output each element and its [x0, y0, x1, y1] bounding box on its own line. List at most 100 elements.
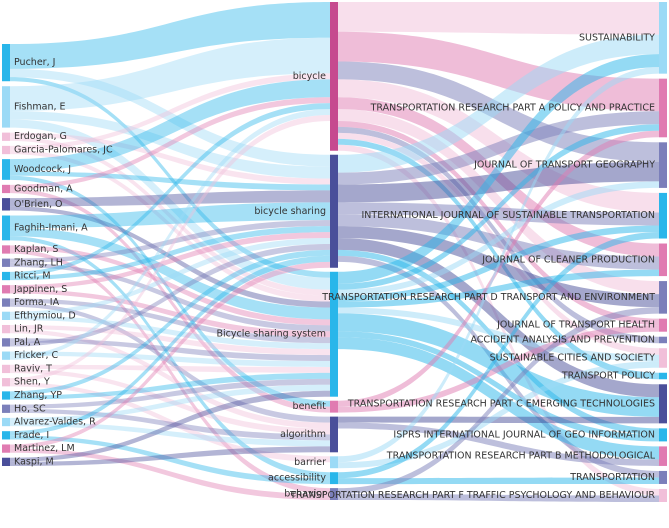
- author-keyword-flow: [10, 97, 330, 189]
- keyword-journal-flow: [338, 202, 659, 226]
- keyword-node-bar: [330, 472, 338, 485]
- author-keyword-flow: [10, 220, 330, 263]
- author-node-bar: [2, 86, 10, 128]
- author-label: Frade, I: [14, 430, 49, 441]
- journal-label: JOURNAL OF TRANSPORT GEOGRAPHY: [473, 160, 655, 171]
- author-keyword-flow: [10, 226, 330, 281]
- keyword-journal-flow: [338, 422, 659, 466]
- author-node-bar: [2, 457, 10, 466]
- journal-node-bar: [659, 348, 667, 368]
- author-node-bar: [2, 271, 10, 281]
- journal-label: TRANSPORTATION RESEARCH PART D TRANSPORT…: [321, 292, 655, 303]
- keyword-journal-flow: [338, 494, 659, 502]
- keyword-journal-flow: [338, 2, 659, 35]
- author-keyword-flow: [10, 382, 330, 463]
- keyword-journal-flow: [338, 331, 659, 442]
- author-keyword-flow: [10, 171, 330, 191]
- author-keyword-flow: [10, 302, 330, 423]
- author-label: Garcia-Palomares, JC: [14, 145, 113, 156]
- keyword-journal-flow: [338, 313, 659, 417]
- keyword-journal-flow: [338, 67, 659, 463]
- author-keyword-flow: [10, 364, 330, 373]
- author-keyword-flow: [10, 236, 330, 479]
- keyword-journal-flow: [338, 138, 659, 380]
- journal-node-bar: [659, 384, 667, 424]
- author-keyword-flow: [10, 77, 330, 278]
- author-label: Pal, A: [14, 337, 41, 348]
- author-keyword-flow: [10, 298, 330, 344]
- author-keyword-flow: [10, 238, 330, 316]
- keyword-label: bicycle sharing: [254, 206, 326, 217]
- node-bars: [2, 2, 667, 502]
- author-node-bar: [2, 417, 10, 427]
- journal-node-bar: [659, 428, 667, 442]
- author-label: Woodcock, J: [14, 164, 71, 175]
- keyword-node-bar: [330, 488, 338, 500]
- author-node-bar: [2, 285, 10, 294]
- author-node-bar: [2, 184, 10, 194]
- author-keyword-flow: [10, 109, 330, 360]
- author-keyword-flow: [10, 329, 330, 429]
- keyword-label: algorithm: [280, 429, 326, 440]
- journal-node-bar: [659, 488, 667, 502]
- author-keyword-flow: [10, 202, 330, 228]
- keyword-journal-flow: [338, 130, 659, 407]
- keyword-label: benefit: [293, 401, 327, 412]
- journal-label: TRANSPORTATION RESEARCH PART C EMERGING …: [347, 398, 655, 409]
- journal-label: TRANSPORTATION RESEARCH PART A POLICY AN…: [370, 102, 655, 113]
- author-label: Zhang, LH: [14, 257, 63, 268]
- keyword-journal-flow: [338, 477, 659, 485]
- author-label: Jappinen, S: [13, 284, 67, 295]
- journal-node-bar: [659, 142, 667, 188]
- keyword-journal-flow: [338, 361, 659, 469]
- keyword-node-bar: [330, 154, 338, 268]
- author-label: Erdogan, G: [14, 131, 67, 142]
- keyword-journal-flow: [338, 54, 659, 284]
- keyword-label: behavior: [284, 489, 326, 500]
- journal-label: JOURNAL OF TRANSPORT HEALTH: [496, 320, 655, 331]
- keyword-journal-flow: [338, 307, 659, 362]
- author-label: Ho, SC: [14, 403, 46, 414]
- author-keyword-flow: [10, 315, 330, 350]
- author-node-bar: [2, 145, 10, 155]
- journal-label: TRANSPORTATION: [569, 472, 655, 483]
- journal-label: TRANSPORTATION RESEARCH PART F TRAFFIC P…: [289, 490, 655, 501]
- author-keyword-flow: [10, 103, 330, 277]
- keyword-journal-flow: [338, 31, 659, 112]
- author-keyword-flow: [10, 368, 330, 435]
- author-node-bar: [2, 404, 10, 413]
- author-label: Lin, JR: [14, 324, 44, 335]
- author-node-bar: [2, 324, 10, 334]
- author-node-bar: [2, 351, 10, 360]
- author-keyword-flow: [10, 422, 330, 447]
- author-keyword-flow: [10, 68, 330, 167]
- author-keyword-flow: [10, 249, 330, 396]
- flow-links: [10, 2, 659, 502]
- keyword-node-bar: [330, 271, 338, 397]
- journal-node-bar: [659, 446, 667, 466]
- author-keyword-flow: [10, 378, 330, 409]
- author-keyword-flow: [10, 188, 330, 413]
- author-keyword-flow: [10, 132, 330, 185]
- author-keyword-flow: [10, 255, 330, 436]
- author-keyword-flow: [10, 175, 330, 407]
- author-node-bar: [2, 215, 10, 241]
- author-keyword-flow: [10, 2, 330, 69]
- author-label: Ricci, M: [14, 271, 51, 282]
- author-node-bar: [2, 338, 10, 347]
- author-keyword-flow: [10, 446, 330, 466]
- journal-label: TRANSPORT POLICY: [561, 371, 655, 382]
- author-label: Zhang, YP: [14, 390, 62, 401]
- author-node-bar: [2, 444, 10, 453]
- journal-node-bar: [659, 318, 667, 332]
- author-node-bar: [2, 298, 10, 307]
- author-label: Alvarez-Valdes, R: [14, 417, 96, 428]
- author-keyword-flow: [10, 73, 330, 151]
- author-keyword-flow: [10, 37, 330, 112]
- author-keyword-flow: [10, 227, 330, 320]
- keyword-node-bar: [330, 456, 338, 469]
- keyword-node-bar: [330, 2, 338, 151]
- author-label: Fricker, C: [14, 350, 58, 361]
- author-keyword-flow: [10, 448, 330, 500]
